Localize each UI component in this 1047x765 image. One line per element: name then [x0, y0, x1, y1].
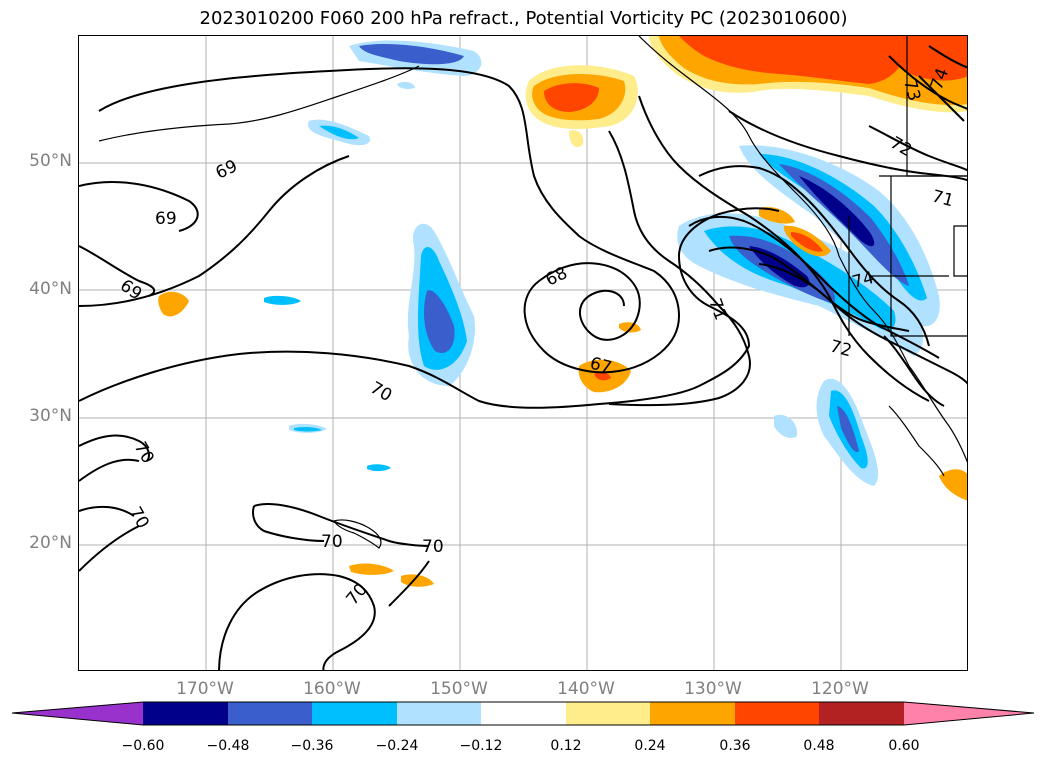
- pv-blob: [569, 130, 584, 148]
- lon-label-150w: 150°W: [430, 679, 488, 699]
- pv-blob: [799, 176, 875, 247]
- colorbar-tick: −0.12: [459, 738, 503, 754]
- contour-label: 70: [321, 532, 343, 552]
- map-canvas: 69 69 69 68 67 70 70 70 70 70 70 71 71 7…: [79, 36, 967, 670]
- colorbar-tick: −0.24: [375, 738, 419, 754]
- colorbar-cell: [819, 702, 904, 725]
- colorbar-tick: −0.36: [290, 738, 334, 754]
- pv-blob: [759, 206, 795, 224]
- colorbar-tick: −0.48: [206, 738, 250, 754]
- colorbar-cell: [566, 702, 650, 725]
- lat-label-30n: 30°N: [29, 406, 72, 426]
- colorbar-cell: [735, 702, 819, 725]
- colorbar-outline: [11, 701, 1035, 726]
- chart-title: 2023010200 F060 200 hPa refract., Potent…: [199, 8, 848, 29]
- pv-blob: [749, 246, 810, 288]
- colorbar-cell: [397, 702, 481, 725]
- pv-blob: [359, 44, 464, 65]
- pv-blob: [594, 371, 611, 381]
- coastlines: [98, 36, 967, 549]
- colorbar-cell: [312, 702, 397, 725]
- pv-blob: [544, 83, 599, 112]
- contour-label: 69: [213, 156, 241, 183]
- lat-label-40n: 40°N: [29, 279, 72, 299]
- pv-blob: [264, 295, 301, 305]
- contour-label: 70: [367, 378, 396, 406]
- colorbar-cell: [481, 702, 566, 725]
- pv-blob: [423, 290, 455, 354]
- lat-label-20n: 20°N: [29, 533, 72, 553]
- pv-positive-shading: [158, 36, 967, 587]
- lon-label-140w: 140°W: [557, 679, 615, 699]
- lon-label-160w: 160°W: [303, 679, 361, 699]
- pv-blob: [349, 563, 394, 575]
- contour-label: 70: [422, 537, 444, 557]
- contour-label: 69: [155, 209, 177, 229]
- contour-label: 70: [343, 580, 372, 609]
- colorbar-cell: [143, 702, 228, 725]
- lon-label-170w: 170°W: [176, 679, 234, 699]
- pv-blob: [779, 164, 909, 286]
- colorbar-tick: −0.60: [121, 738, 165, 754]
- colorbar-cell: [904, 702, 1034, 725]
- contour-label: 69: [116, 276, 145, 305]
- pv-blob: [319, 125, 359, 140]
- pv-blob: [791, 232, 823, 252]
- pv-blob: [294, 426, 322, 432]
- colorbar: [11, 701, 1035, 726]
- pv-blob: [939, 469, 967, 501]
- colorbar-tick: 0.24: [634, 738, 666, 754]
- pv-blob: [679, 36, 909, 84]
- contour-lines: [79, 45, 967, 670]
- contour-label: 72: [828, 337, 854, 362]
- lon-label-120w: 120°W: [811, 679, 869, 699]
- lon-label-130w: 130°W: [684, 679, 742, 699]
- map-panel: 69 69 69 68 67 70 70 70 70 70 70 71 71 7…: [78, 35, 968, 671]
- contour-label: 70: [125, 504, 153, 533]
- pv-blob: [619, 322, 641, 333]
- contour-label: 70: [130, 439, 158, 468]
- pv-blob: [158, 291, 189, 317]
- pv-blob: [367, 464, 391, 472]
- pv-blob: [837, 406, 859, 452]
- pv-blob: [879, 36, 967, 81]
- lat-label-50n: 50°N: [29, 151, 72, 171]
- colorbar-tick: 0.60: [888, 738, 920, 754]
- colorbar-tick: 0.36: [719, 738, 751, 754]
- colorbar-cell: [650, 702, 735, 725]
- colorbar-cell: [12, 702, 143, 725]
- colorbar-cell: [228, 702, 312, 725]
- pv-blob: [774, 414, 798, 438]
- pv-blob: [397, 81, 415, 89]
- contour-label: 71: [704, 296, 730, 323]
- pv-blob: [759, 154, 927, 301]
- colorbar-tick: 0.48: [803, 738, 835, 754]
- contour-label: 71: [930, 187, 956, 212]
- colorbar-tick: 0.12: [550, 738, 582, 754]
- contour-label-group: 69 69 69 68 67 70 70 70 70 70 70 71 71 7…: [116, 66, 956, 610]
